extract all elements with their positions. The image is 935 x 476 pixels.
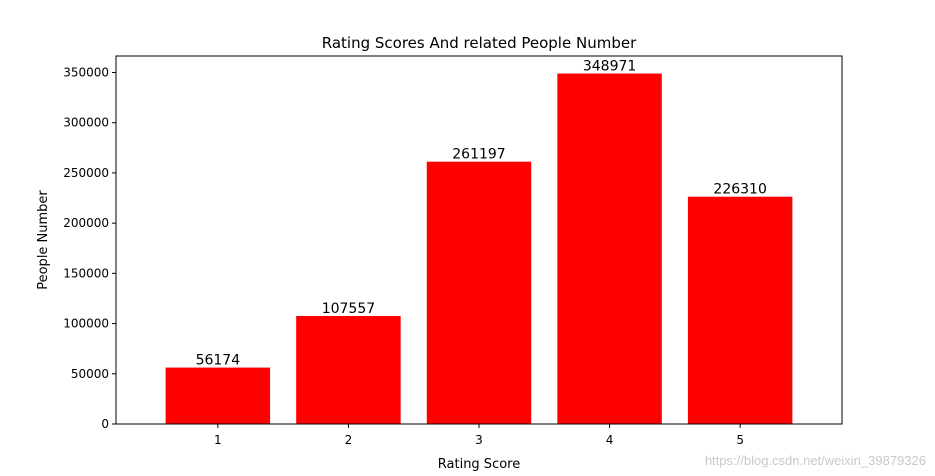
x-tick-label: 2 — [345, 433, 353, 447]
y-tick-label: 100000 — [63, 317, 109, 331]
bar-2 — [296, 315, 401, 424]
data-label-3: 261197 — [452, 147, 505, 163]
bar-3 — [426, 161, 532, 424]
data-label-2: 107557 — [322, 301, 375, 317]
x-axis-label: Rating Score — [438, 457, 520, 472]
data-label-5: 226310 — [713, 182, 766, 198]
y-tick-label: 0 — [101, 417, 109, 431]
bar-5 — [687, 196, 793, 424]
y-tick-label: 150000 — [63, 266, 109, 280]
chart-title: Rating Scores And related People Number — [322, 34, 637, 52]
data-labels-group: 56174 107557 261197 348971 226310 — [196, 59, 767, 369]
y-tick-label: 300000 — [63, 116, 109, 130]
bar-4 — [557, 73, 662, 425]
y-tick-label: 250000 — [63, 166, 109, 180]
x-tick-label: 3 — [475, 433, 483, 447]
data-label-4: 348971 — [583, 59, 636, 75]
x-tick-label: 4 — [606, 433, 614, 447]
x-tick-label: 5 — [736, 433, 744, 447]
bar-1 — [165, 367, 271, 424]
x-axis-ticks: 1 2 3 4 5 — [214, 424, 744, 447]
data-label-1: 56174 — [196, 353, 241, 369]
plot-frame — [115, 55, 843, 425]
y-tick-label: 350000 — [63, 65, 109, 79]
x-tick-label: 1 — [214, 433, 222, 447]
bars-group — [165, 73, 793, 425]
y-tick-label: 200000 — [63, 216, 109, 230]
y-axis-ticks: 0 50000 100000 150000 200000 250000 300000 3500… — [63, 65, 116, 431]
watermark: https://blog.csdn.net/weixin_39879326 — [704, 453, 926, 468]
y-tick-label: 50000 — [71, 367, 109, 381]
y-axis-label: People Number — [36, 190, 51, 290]
